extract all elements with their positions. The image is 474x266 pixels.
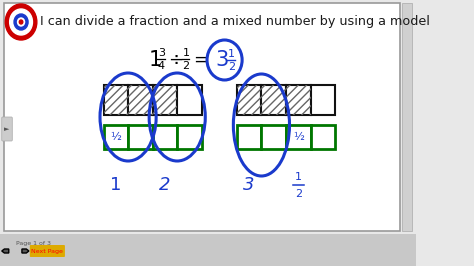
FancyBboxPatch shape (2, 117, 12, 141)
Bar (237, 85, 262, 115)
Text: Page 1 of 3: Page 1 of 3 (16, 242, 51, 247)
Text: ÷: ÷ (168, 51, 183, 69)
Bar (3, 3, 400, 231)
Circle shape (18, 18, 25, 26)
Text: 2: 2 (228, 62, 235, 72)
Bar (262, 85, 286, 115)
Text: ►: ► (4, 126, 9, 132)
Bar (128, 85, 153, 115)
Bar (153, 85, 177, 115)
Text: 4: 4 (158, 61, 165, 71)
Circle shape (19, 20, 23, 24)
Text: 3: 3 (243, 176, 255, 194)
Text: 2: 2 (182, 61, 190, 71)
Text: 3: 3 (158, 48, 165, 58)
Bar (262, 85, 286, 115)
Bar (310, 125, 335, 149)
Bar (128, 85, 153, 115)
Bar (310, 85, 335, 115)
Bar (103, 85, 128, 115)
Bar (262, 125, 286, 149)
Text: Next Page: Next Page (31, 248, 64, 253)
Bar (103, 85, 128, 115)
Circle shape (9, 9, 32, 35)
Bar (153, 125, 177, 149)
Bar (0, 234, 416, 266)
Text: 2: 2 (159, 176, 171, 194)
Bar (177, 125, 202, 149)
Text: 2: 2 (295, 189, 302, 199)
Bar (153, 85, 177, 115)
Text: ½: ½ (110, 132, 121, 142)
FancyArrow shape (2, 249, 9, 253)
Circle shape (5, 4, 37, 40)
Bar (402, 3, 412, 231)
Bar (286, 125, 310, 149)
Text: 1: 1 (149, 50, 163, 70)
FancyArrow shape (22, 249, 29, 253)
Bar (177, 85, 202, 115)
Text: =: = (193, 51, 208, 69)
FancyBboxPatch shape (30, 245, 65, 257)
Bar (128, 125, 153, 149)
Bar (286, 85, 310, 115)
Text: 1: 1 (110, 176, 121, 194)
Text: ½: ½ (293, 132, 304, 142)
Circle shape (14, 14, 28, 30)
Text: 3: 3 (216, 50, 229, 70)
Text: 1: 1 (295, 172, 302, 182)
Bar (103, 125, 128, 149)
Text: 1: 1 (182, 48, 190, 58)
Bar (237, 125, 262, 149)
Bar (237, 85, 262, 115)
Text: 1: 1 (228, 49, 235, 59)
Bar (286, 85, 310, 115)
Text: I can divide a fraction and a mixed number by using a model: I can divide a fraction and a mixed numb… (40, 15, 430, 28)
